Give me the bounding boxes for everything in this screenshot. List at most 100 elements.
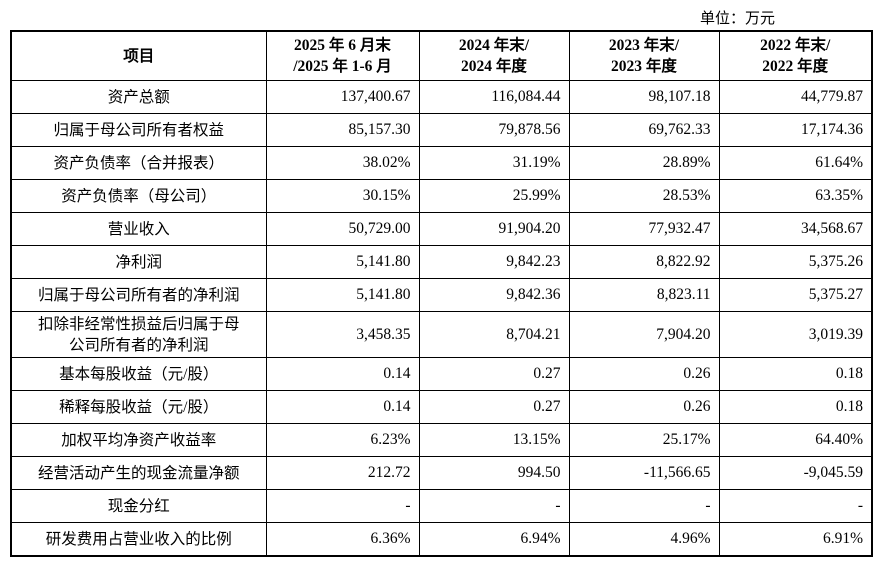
value-cell: 0.27 <box>418 357 570 391</box>
table-row: 扣除非经常性损益后归属于母公司所有者的净利润 3,458.35 8,704.21 7,… <box>10 311 873 358</box>
value-cell: 6.36% <box>265 522 420 557</box>
header-cell: 项目 <box>10 30 267 81</box>
value-cell: 5,141.80 <box>265 278 420 312</box>
header-line: 2022 年度 <box>762 58 829 75</box>
table-row: 归属于母公司所有者权益 85,157.30 79,878.56 69,762.33 17… <box>10 113 873 147</box>
header-line: 2023 年末/ <box>608 37 680 54</box>
value-cell: 69,762.33 <box>568 113 720 147</box>
row-label: 现金分红 <box>10 489 267 523</box>
value-cell: 8,822.92 <box>568 245 720 279</box>
value-cell: 0.14 <box>265 390 420 424</box>
value-cell: 38.02% <box>265 146 420 180</box>
value-cell: 25.17% <box>568 423 720 457</box>
row-label: 资产总额 <box>10 80 267 114</box>
value-cell: 6.94% <box>418 522 570 557</box>
table-row: 经营活动产生的现金流量净额 212.72 994.50 -11,566.65 -9,04… <box>10 456 873 490</box>
value-cell: 0.26 <box>568 357 720 391</box>
value-cell: 64.40% <box>718 423 873 457</box>
table-row: 归属于母公司所有者的净利润 5,141.80 9,842.36 8,823.11 5,3… <box>10 278 873 312</box>
value-cell: 6.23% <box>265 423 420 457</box>
value-cell: 9,842.36 <box>418 278 570 312</box>
header-line: 项目 <box>123 47 155 65</box>
header-line: 2024 年度 <box>461 58 527 75</box>
value-cell: 7,904.20 <box>568 311 720 358</box>
value-cell: 0.18 <box>718 390 873 424</box>
value-cell: 0.14 <box>265 357 420 391</box>
value-cell: 3,458.35 <box>265 311 420 358</box>
value-cell: 5,375.26 <box>718 245 873 279</box>
row-label: 营业收入 <box>10 212 267 246</box>
value-cell: - <box>718 489 873 523</box>
value-cell: 8,823.11 <box>568 278 720 312</box>
value-cell: 116,084.44 <box>418 80 570 114</box>
header-line: 2025 年 6 月末 <box>294 37 391 54</box>
value-cell: 13.15% <box>418 423 570 457</box>
value-cell: -9,045.59 <box>718 456 873 490</box>
header-line: 2022 年末/ <box>760 37 831 54</box>
table-body: 资产总额 137,400.67 116,084.44 98,107.18 44,779.… <box>10 80 873 557</box>
value-cell: 50,729.00 <box>265 212 420 246</box>
table-row: 现金分红 - - - - <box>10 489 873 523</box>
row-label: 基本每股收益（元/股） <box>10 357 267 391</box>
unit-note: 单位：万元 <box>700 11 776 27</box>
value-cell: 0.27 <box>418 390 570 424</box>
value-cell: 28.89% <box>568 146 720 180</box>
value-cell: 3,019.39 <box>718 311 873 358</box>
row-label: 研发费用占营业收入的比例 <box>10 522 267 557</box>
value-cell: - <box>568 489 720 523</box>
table-row: 资产负债率（母公司） 30.15% 25.99% 28.53% 63.35% <box>10 179 873 213</box>
table-row: 研发费用占营业收入的比例 6.36% 6.94% 4.96% 6.91% <box>10 522 873 557</box>
header-line: 2024 年末/ <box>458 37 530 54</box>
header-line: /2025 年 1-6 月 <box>293 58 392 75</box>
financial-table: 项目 2025 年 6 月末/2025 年 1-6 月 2024 年末/2024 年… <box>10 30 873 557</box>
value-cell: - <box>265 489 420 523</box>
row-label: 净利润 <box>10 245 267 279</box>
value-cell: 44,779.87 <box>718 80 873 114</box>
value-cell: -11,566.65 <box>568 456 720 490</box>
value-cell: 9,842.23 <box>418 245 570 279</box>
row-label: 稀释每股收益（元/股） <box>10 390 267 424</box>
header-cell: 2024 年末/2024 年度 <box>418 30 570 81</box>
row-label: 资产负债率（合并报表） <box>10 146 267 180</box>
value-cell: 25.99% <box>418 179 570 213</box>
value-cell: 79,878.56 <box>418 113 570 147</box>
table-row: 资产总额 137,400.67 116,084.44 98,107.18 44,779.… <box>10 80 873 114</box>
value-cell: 30.15% <box>265 179 420 213</box>
header-cell: 2025 年 6 月末/2025 年 1-6 月 <box>265 30 420 81</box>
value-cell: 34,568.67 <box>718 212 873 246</box>
value-cell: 4.96% <box>568 522 720 557</box>
table-row: 稀释每股收益（元/股） 0.14 0.27 0.26 0.18 <box>10 390 873 424</box>
value-cell: 77,932.47 <box>568 212 720 246</box>
table-row: 基本每股收益（元/股） 0.14 0.27 0.26 0.18 <box>10 357 873 391</box>
table-row: 营业收入 50,729.00 91,904.20 77,932.47 34,568.67 <box>10 212 873 246</box>
value-cell: 137,400.67 <box>265 80 420 114</box>
value-cell: 994.50 <box>418 456 570 490</box>
header-cell: 2022 年末/2022 年度 <box>718 30 873 81</box>
header-line: 2023 年度 <box>611 58 677 75</box>
value-cell: 85,157.30 <box>265 113 420 147</box>
value-cell: 5,375.27 <box>718 278 873 312</box>
value-cell: 212.72 <box>265 456 420 490</box>
row-label: 归属于母公司所有者的净利润 <box>10 278 267 312</box>
row-label: 加权平均净资产收益率 <box>10 423 267 457</box>
row-label: 扣除非经常性损益后归属于母公司所有者的净利润 <box>10 311 267 358</box>
value-cell: 6.91% <box>718 522 873 557</box>
row-label: 归属于母公司所有者权益 <box>10 113 267 147</box>
table-row: 资产负债率（合并报表） 38.02% 31.19% 28.89% 61.64% <box>10 146 873 180</box>
value-cell: 0.26 <box>568 390 720 424</box>
value-cell: 28.53% <box>568 179 720 213</box>
value-cell: 61.64% <box>718 146 873 180</box>
value-cell: 91,904.20 <box>418 212 570 246</box>
header-cell: 2023 年末/2023 年度 <box>568 30 720 81</box>
table-row: 净利润 5,141.80 9,842.23 8,822.92 5,375.26 <box>10 245 873 279</box>
value-cell: 98,107.18 <box>568 80 720 114</box>
value-cell: - <box>418 489 570 523</box>
value-cell: 5,141.80 <box>265 245 420 279</box>
table-row: 加权平均净资产收益率 6.23% 13.15% 25.17% 64.40% <box>10 423 873 457</box>
value-cell: 8,704.21 <box>418 311 570 358</box>
row-label: 资产负债率（母公司） <box>10 179 267 213</box>
header-row: 项目 2025 年 6 月末/2025 年 1-6 月 2024 年末/2024 年… <box>10 30 873 81</box>
value-cell: 63.35% <box>718 179 873 213</box>
row-label: 经营活动产生的现金流量净额 <box>10 456 267 490</box>
